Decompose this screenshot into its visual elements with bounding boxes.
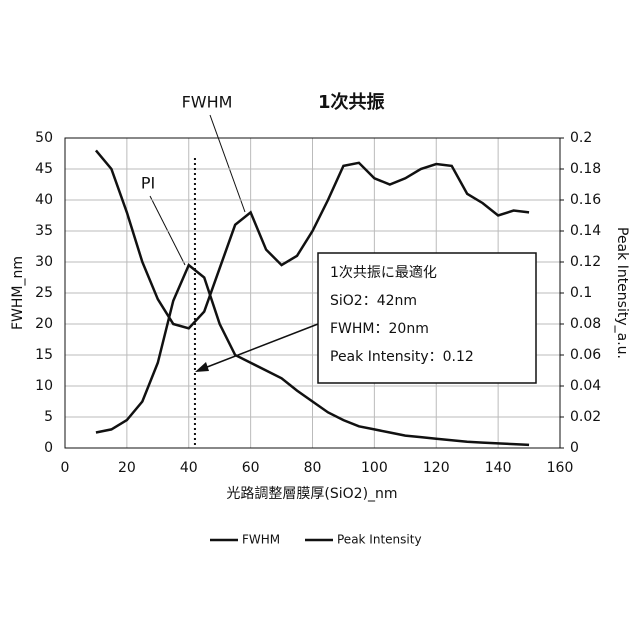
x-tick-label: 20 [118,460,136,476]
box-line: Peak Intensity：0.12 [330,349,474,365]
y2-tick-label: 0.1 [570,285,592,301]
y-tick-label: 0 [44,440,53,456]
chart-title: 1次共振 [318,91,385,113]
legend-label: Peak Intensity [337,533,422,547]
arrow-head [195,362,209,372]
x-tick-label: 0 [61,460,70,476]
y2-tick-label: 0.12 [570,254,601,270]
y2-tick-label: 0.02 [570,409,601,425]
y-axis-label: FWHM_nm [10,256,26,330]
y-tick-label: 10 [35,378,53,394]
y2-tick-label: 0.16 [570,192,601,208]
box-line: SiO2：42nm [330,293,417,309]
box-line: FWHM：20nm [330,321,429,337]
y-tick-label: 20 [35,316,53,332]
y-tick-label: 50 [35,130,53,146]
x-tick-label: 100 [361,460,388,476]
x-axis-label: 光路調整層膜厚(SiO2)_nm [226,486,397,502]
y2-tick-label: 0.2 [570,130,592,146]
x-tick-label: 120 [423,460,450,476]
x-tick-label: 140 [485,460,512,476]
y-tick-label: 30 [35,254,53,270]
y-tick-label: 15 [35,347,53,363]
y-tick-label: 35 [35,223,53,239]
y2-tick-label: 0 [570,440,579,456]
leader-line [210,115,245,212]
arrow [202,324,318,369]
y2-tick-label: 0.08 [570,316,601,332]
y2-tick-label: 0.06 [570,347,601,363]
y2-tick-label: 0.18 [570,161,601,177]
x-tick-label: 40 [180,460,198,476]
y-tick-label: 45 [35,161,53,177]
chart: 1次共振 光路調整層膜厚(SiO2)_nm FWHM_nm Peak Inten… [0,0,640,640]
x-tick-label: 160 [547,460,574,476]
fwhm-annotation: FWHM [182,93,233,112]
y-tick-label: 25 [35,285,53,301]
x-tick-label: 60 [242,460,260,476]
y2-tick-label: 0.14 [570,223,601,239]
legend-label: FWHM [242,533,280,547]
x-tick-label: 80 [304,460,322,476]
y-tick-label: 40 [35,192,53,208]
box-line: 1次共振に最適化 [330,264,437,281]
y2-axis-label: Peak Intensity_a.u. [614,227,630,359]
y-tick-label: 5 [44,409,53,425]
pi-annotation: PI [141,174,155,193]
y2-tick-label: 0.04 [570,378,601,394]
